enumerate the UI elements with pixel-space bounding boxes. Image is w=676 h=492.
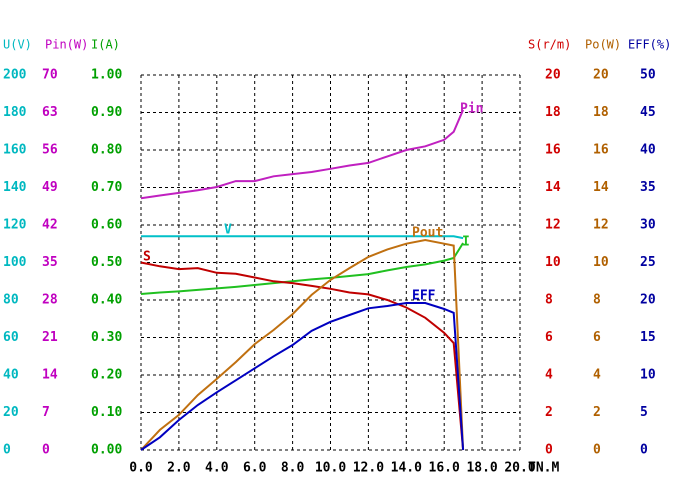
y-tick-label: 8 [593, 293, 601, 308]
y-tick-label: 0 [640, 443, 648, 458]
y-tick-label: 200 [3, 68, 27, 83]
y-tick-label: 14 [545, 180, 561, 195]
x-tick-label: 4.0 [205, 461, 229, 476]
x-tick-label: 6.0 [243, 461, 267, 476]
y-tick-label: 0.20 [91, 368, 122, 383]
y-tick-label: 0 [3, 443, 11, 458]
y-tick-label: 50 [640, 68, 656, 83]
y-tick-label: 140 [3, 180, 27, 195]
series-label: Pout [412, 226, 443, 241]
y-tick-label: 0 [593, 443, 601, 458]
series-line [140, 238, 465, 451]
y-tick-label: 15 [640, 330, 656, 345]
y-tick-label: 14 [42, 368, 58, 383]
y-tick-label: 21 [42, 330, 58, 345]
y-tick-label: 20 [640, 293, 656, 308]
y-tick-label: 30 [640, 218, 656, 233]
y-tick-label: 4 [593, 368, 601, 383]
y-tick-label: 10 [545, 255, 561, 270]
y-tick-label: 12 [593, 218, 609, 233]
axis-title: EFF(%) [628, 38, 671, 52]
y-tick-label: 16 [593, 143, 609, 158]
y-tick-label: 100 [3, 255, 27, 270]
x-tick-label: 20.0 [504, 461, 535, 476]
y-tick-label: 40 [3, 368, 19, 383]
y-tick-label: 0.10 [91, 405, 122, 420]
y-tick-label: 0.80 [91, 143, 122, 158]
y-tick-label: 5 [640, 405, 648, 420]
x-tick-label: 10.0 [315, 461, 346, 476]
y-tick-label: 18 [545, 105, 561, 120]
x-tick-label: 14.0 [391, 461, 422, 476]
axis-title: I(A) [91, 38, 120, 52]
y-tick-label: 0.70 [91, 180, 122, 195]
y-tick-label: 63 [42, 105, 58, 120]
series-label: EFF [412, 289, 436, 304]
y-tick-label: 80 [3, 293, 19, 308]
x-tick-label: 8.0 [281, 461, 305, 476]
y-tick-label: 18 [593, 105, 609, 120]
y-tick-label: 0 [545, 443, 553, 458]
axis-title: Po(W) [585, 38, 621, 52]
y-tick-label: 1.00 [91, 68, 122, 83]
y-tick-label: 45 [640, 105, 656, 120]
y-tick-label: 20 [593, 68, 609, 83]
y-tick-label: 10 [640, 368, 656, 383]
x-tick-label: 12.0 [353, 461, 384, 476]
x-tick-label: 18.0 [466, 461, 497, 476]
y-tick-label: 0.00 [91, 443, 122, 458]
axis-title: Pin(W) [45, 38, 88, 52]
x-axis-label: TN.M [528, 461, 559, 476]
y-tick-label: 0.60 [91, 218, 122, 233]
x-tick-label: 16.0 [429, 461, 460, 476]
y-tick-label: 6 [593, 330, 601, 345]
y-tick-label: 40 [640, 143, 656, 158]
y-tick-label: 20 [545, 68, 561, 83]
y-tick-label: 0.90 [91, 105, 122, 120]
y-tick-label: 35 [42, 255, 58, 270]
y-tick-label: 14 [593, 180, 609, 195]
y-tick-label: 49 [42, 180, 58, 195]
y-tick-label: 8 [545, 293, 553, 308]
y-tick-label: 25 [640, 255, 656, 270]
series-label: I [462, 235, 470, 250]
axis-title: U(V) [3, 38, 32, 52]
y-tick-label: 42 [42, 218, 58, 233]
y-tick-label: 7 [42, 405, 50, 420]
y-tick-label: 0 [42, 443, 50, 458]
y-tick-label: 70 [42, 68, 58, 83]
x-tick-label: 0.0 [129, 461, 153, 476]
y-tick-label: 0.40 [91, 293, 122, 308]
y-tick-label: 180 [3, 105, 27, 120]
x-tick-label: 2.0 [167, 461, 191, 476]
y-tick-label: 56 [42, 143, 58, 158]
y-tick-label: 28 [42, 293, 58, 308]
series-line [140, 302, 465, 451]
series-label: Pin [460, 102, 483, 117]
y-tick-label: 2 [593, 405, 601, 420]
y-tick-label: 16 [545, 143, 561, 158]
series-line [140, 242, 464, 295]
axis-title: S(r/m) [528, 38, 571, 52]
y-tick-label: 35 [640, 180, 656, 195]
y-tick-label: 0.50 [91, 255, 122, 270]
y-tick-label: 20 [3, 405, 19, 420]
series-line [140, 109, 465, 200]
y-tick-label: 60 [3, 330, 19, 345]
y-tick-label: 10 [593, 255, 609, 270]
y-tick-label: 2 [545, 405, 553, 420]
y-tick-label: 0.30 [91, 330, 122, 345]
y-tick-label: 4 [545, 368, 553, 383]
y-tick-label: 120 [3, 218, 27, 233]
series-label: V [224, 223, 232, 238]
series-line [141, 235, 464, 240]
y-tick-label: 160 [3, 143, 27, 158]
y-tick-label: 12 [545, 218, 561, 233]
series-line [140, 261, 465, 451]
series-label: S [143, 250, 151, 265]
y-tick-label: 6 [545, 330, 553, 345]
